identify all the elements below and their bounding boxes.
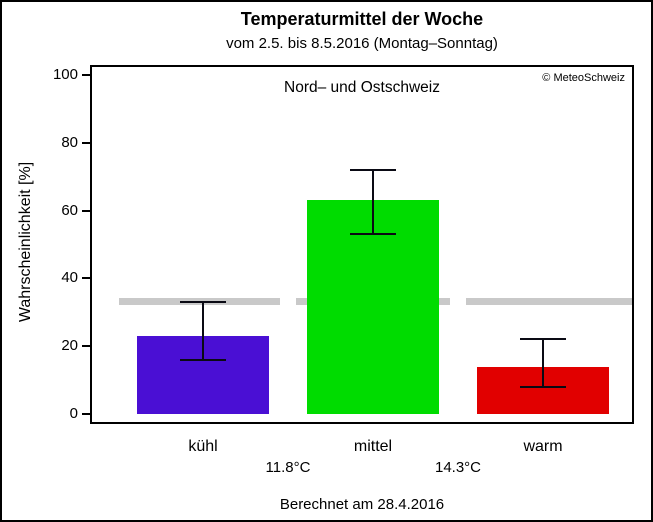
panel-title: Nord– und Ostschweiz xyxy=(284,79,440,96)
y-tick-mark xyxy=(82,277,90,280)
footer-note: Berechnet am 28.4.2016 xyxy=(279,496,445,513)
reference-band-segment xyxy=(466,297,632,305)
y-tick-label: 100 xyxy=(52,66,78,83)
error-bar-line-mittel xyxy=(372,169,374,235)
error-bar-cap-top-mittel xyxy=(350,168,396,171)
bar-mittel xyxy=(307,200,439,414)
error-bar-cap-bottom-warm xyxy=(520,385,566,388)
y-tick-mark xyxy=(82,74,90,76)
error-bar-cap-top-warm xyxy=(520,338,566,341)
plot-content: Nord– und Ostschweiz © MeteoSchweiz xyxy=(92,67,632,422)
x-category-label: kühl xyxy=(188,438,218,455)
copyright-label: © MeteoSchweiz xyxy=(542,72,625,84)
x-category-label: mittel xyxy=(353,438,393,455)
plot-area: Nord– und Ostschweiz © MeteoSchweiz xyxy=(90,65,634,424)
error-bar-cap-bottom-mittel xyxy=(350,233,396,236)
y-tick-mark xyxy=(82,209,90,212)
y-tick-mark xyxy=(82,345,90,348)
y-tick-label: 60 xyxy=(61,201,78,219)
chart-title: Temperaturmittel der Woche xyxy=(240,9,484,29)
y-tick-label: 0 xyxy=(69,405,78,422)
error-bar-line-warm xyxy=(542,339,544,387)
y-axis-title: Wahrscheinlichkeit [%] xyxy=(17,161,34,323)
error-bar-line-kühl xyxy=(202,302,204,360)
threshold-label: 11.8°C xyxy=(265,459,311,476)
error-bar-cap-bottom-kühl xyxy=(180,358,226,361)
x-category-label: warm xyxy=(523,438,563,455)
y-tick-label: 80 xyxy=(61,133,78,151)
y-tick-label: 40 xyxy=(61,269,78,287)
y-tick-label: 20 xyxy=(61,337,78,355)
error-bar-cap-top-kühl xyxy=(180,301,226,304)
reference-band-segment xyxy=(119,297,280,305)
chart-subtitle: vom 2.5. bis 8.5.2016 (Montag–Sonntag) xyxy=(226,35,498,52)
y-tick-mark xyxy=(82,141,90,144)
threshold-label: 14.3°C xyxy=(434,459,482,476)
y-tick-mark xyxy=(82,413,90,415)
